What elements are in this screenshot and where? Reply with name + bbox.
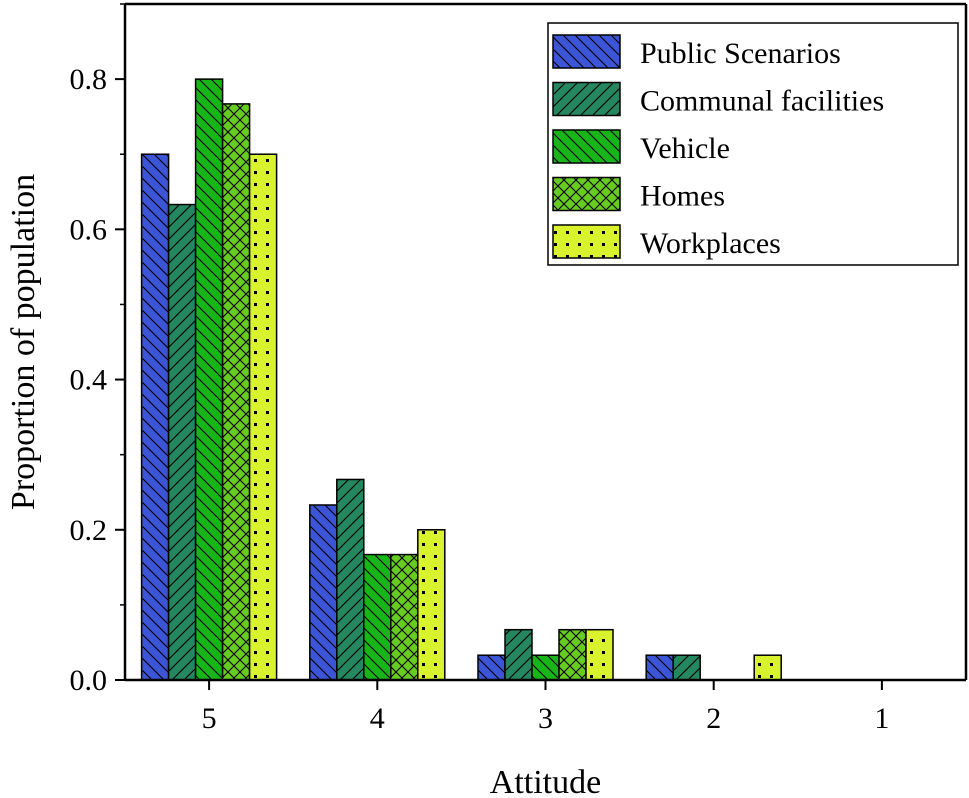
bar-workplaces-3 [585,628,614,681]
x-tick-label: 1 [874,702,889,735]
bar-vehicle-5 [194,78,224,681]
legend-swatch-vehicle [552,129,621,164]
x-tick-label: 3 [538,702,553,735]
legend-label: Public Scenarios [640,37,841,70]
bar-public-scenarios-4 [309,504,338,681]
bar-public-scenarios-3 [477,654,506,681]
bar-communal-facilities-5 [167,203,197,681]
legend-label: Vehicle [640,132,730,165]
y-tick-label: 0.4 [70,364,108,397]
legend-swatch-homes [552,176,621,212]
legend-swatch-public-scenarios [552,34,621,69]
x-tick-label: 4 [370,702,385,735]
y-tick-label: 0.8 [70,63,108,96]
bar-workplaces-5 [248,153,278,681]
bar-homes-5 [221,103,251,681]
bar-workplaces-2 [753,654,782,681]
y-tick-label: 0.6 [70,213,108,246]
y-tick-label: 0.2 [70,514,108,547]
bar-communal-facilities-3 [504,628,533,681]
bar-public-scenarios-2 [645,654,674,681]
legend-label: Homes [640,180,725,213]
bar-public-scenarios-5 [140,153,170,681]
legend-label: Workplaces [640,227,781,260]
bar-homes-4 [390,553,419,681]
legend-swatch-workplaces [552,224,621,259]
bar-communal-facilities-4 [336,478,365,681]
bar-homes-3 [558,628,587,681]
legend-label: Communal facilities [640,85,884,118]
bar-vehicle-3 [531,654,560,681]
bars-layer [140,78,782,681]
legend: Public Scenarios Communal facilities Vehic… [547,22,959,266]
bar-communal-facilities-2 [672,654,701,681]
y-axis-title: Proportion of population [5,174,42,510]
x-tick-label: 5 [202,702,217,735]
bar-vehicle-4 [363,553,392,681]
legend-swatch-communal-facilities [552,81,621,117]
x-tick-label: 2 [706,702,721,735]
ticks-layer: 0.0 0.2 0.4 0.6 0.8 5 4 3 2 1 [70,3,889,735]
bar-workplaces-4 [417,529,446,681]
x-axis-title: Attitude [490,764,601,798]
y-tick-label: 0.0 [70,664,108,697]
